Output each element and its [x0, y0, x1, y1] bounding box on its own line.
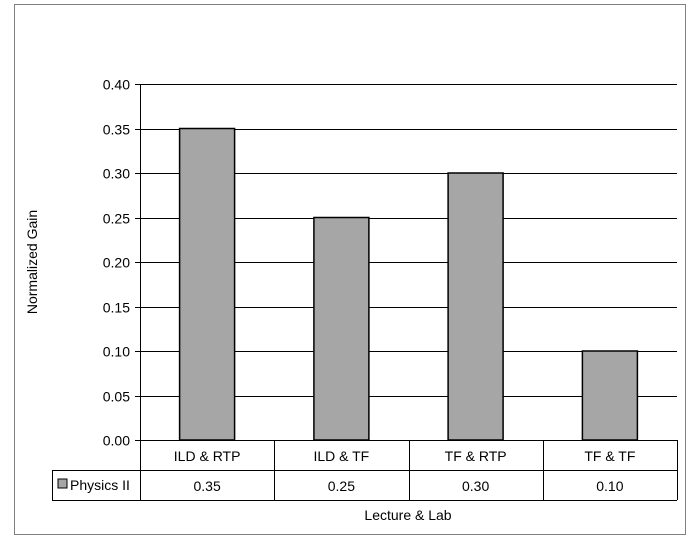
- y-tick-label: 0.15: [103, 300, 130, 316]
- y-axis-label: Normalized Gain: [24, 210, 40, 314]
- y-tick-label: 0.00: [103, 433, 130, 449]
- y-tick-label: 0.40: [103, 77, 130, 93]
- legend-entry: Physics II: [70, 477, 130, 493]
- legend-swatch: [57, 478, 68, 489]
- y-tick-label: 0.20: [103, 255, 130, 271]
- y-tick-label: 0.05: [103, 389, 130, 405]
- x-tick-label: ILD & TF: [313, 448, 369, 464]
- y-tick-label: 0.35: [103, 122, 130, 138]
- bar: [581, 350, 639, 441]
- bar: [178, 127, 236, 441]
- y-tick-label: 0.10: [103, 344, 130, 360]
- data-label: 0.25: [328, 478, 355, 494]
- x-tick-label: ILD & RTP: [174, 448, 241, 464]
- bar: [313, 216, 370, 441]
- bar: [447, 172, 504, 441]
- x-axis-label: Lecture & Lab: [364, 507, 451, 523]
- x-tick-label: TF & TF: [584, 448, 635, 464]
- y-tick-label: 0.25: [103, 211, 130, 227]
- data-label: 0.30: [462, 478, 489, 494]
- data-label: 0.35: [194, 478, 221, 494]
- data-label: 0.10: [596, 478, 623, 494]
- x-tick-label: TF & RTP: [445, 448, 507, 464]
- y-tick-label: 0.30: [103, 166, 130, 182]
